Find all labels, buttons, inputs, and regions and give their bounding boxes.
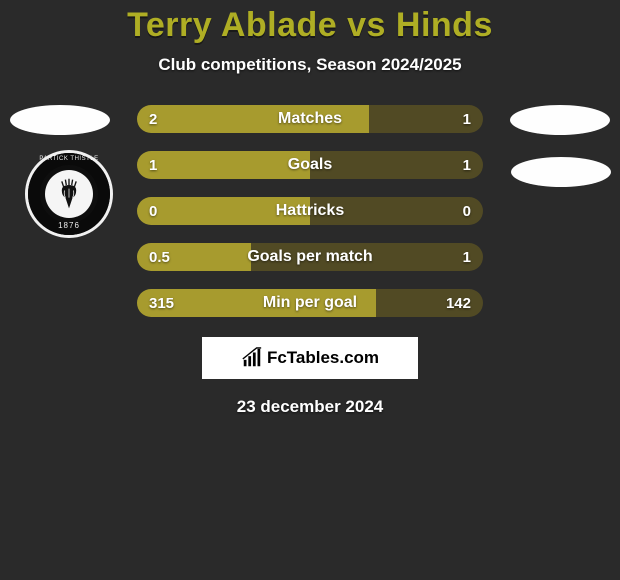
stat-row: Hattricks0 0 (137, 197, 483, 225)
crest-top-text: PARTICK THISTLE (25, 156, 113, 162)
content-area: PARTICK THISTLE 1876 Matches21Goals11Hat… (0, 105, 620, 417)
thistle-icon (51, 176, 87, 212)
stat-value-right: 1 (451, 243, 483, 271)
watermark: FcTables.com (202, 337, 418, 379)
stat-label: Goals per match (137, 243, 483, 271)
date-text: 23 december 2024 (0, 397, 620, 417)
crest-year: 1876 (25, 221, 113, 230)
stat-label: Matches (137, 105, 483, 133)
comparison-card: Terry Ablade vs Hinds Club competitions,… (0, 0, 620, 580)
stat-row: Goals1 1 (137, 151, 483, 179)
team-logo-left-1 (10, 105, 110, 135)
stat-label: Min per goal (137, 289, 483, 317)
stat-label: Goals (137, 151, 483, 179)
watermark-text: FcTables.com (267, 348, 379, 368)
subtitle: Club competitions, Season 2024/2025 (0, 55, 620, 75)
stat-value-right: 0 (451, 197, 483, 225)
stat-bars: Matches21Goals11Hattricks00Goals per mat… (137, 105, 483, 317)
team-logo-right-1 (510, 105, 610, 135)
stat-value-right: 142 (434, 289, 483, 317)
stat-value-left: 0 (137, 197, 169, 225)
stat-value-right: 1 (451, 151, 483, 179)
stat-value-left: 315 (137, 289, 186, 317)
page-title: Terry Ablade vs Hinds (0, 6, 620, 45)
stat-value-left: 2 (137, 105, 169, 133)
club-crest: PARTICK THISTLE 1876 (25, 150, 113, 238)
stat-value-left: 0.5 (137, 243, 182, 271)
stat-row: Min per goal315 142 (137, 289, 483, 317)
team-logo-right-2 (511, 157, 611, 187)
stat-value-right: 1 (451, 105, 483, 133)
stat-row: Goals per match0.5 1 (137, 243, 483, 271)
crest-inner (45, 170, 93, 218)
stat-value-left: 1 (137, 151, 169, 179)
stat-label: Hattricks (137, 197, 483, 225)
chart-icon (241, 347, 263, 369)
stat-row: Matches2 1 (137, 105, 483, 133)
